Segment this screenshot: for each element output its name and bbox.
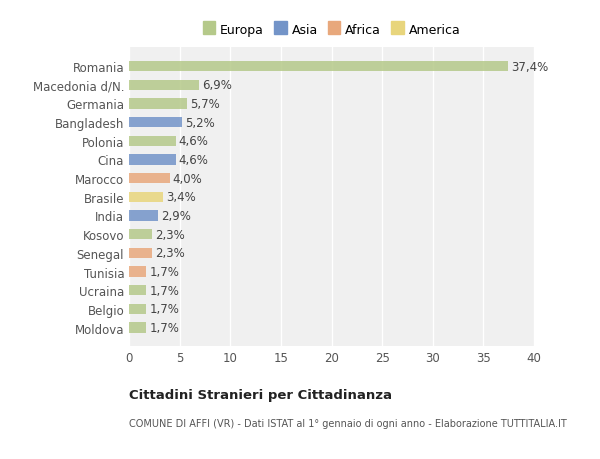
Text: 1,7%: 1,7%: [149, 321, 179, 334]
Bar: [129, 80, 199, 90]
Text: 5,7%: 5,7%: [190, 98, 220, 111]
Legend: Europa, Asia, Africa, America: Europa, Asia, Africa, America: [199, 20, 464, 40]
Bar: [129, 230, 152, 240]
Bar: [129, 136, 176, 146]
Bar: [129, 304, 146, 314]
Text: 6,9%: 6,9%: [202, 79, 232, 92]
Text: COMUNE DI AFFI (VR) - Dati ISTAT al 1° gennaio di ogni anno - Elaborazione TUTTI: COMUNE DI AFFI (VR) - Dati ISTAT al 1° g…: [129, 418, 567, 428]
Bar: [129, 118, 182, 128]
Text: 1,7%: 1,7%: [149, 284, 179, 297]
Bar: [129, 99, 187, 109]
Bar: [129, 267, 146, 277]
Bar: [129, 174, 170, 184]
Bar: [129, 155, 176, 165]
Text: Cittadini Stranieri per Cittadinanza: Cittadini Stranieri per Cittadinanza: [129, 388, 392, 401]
Text: 2,3%: 2,3%: [155, 247, 185, 260]
Text: 2,3%: 2,3%: [155, 228, 185, 241]
Text: 4,6%: 4,6%: [179, 154, 208, 167]
Text: 1,7%: 1,7%: [149, 265, 179, 279]
Text: 2,9%: 2,9%: [161, 209, 191, 223]
Bar: [129, 323, 146, 333]
Text: 37,4%: 37,4%: [511, 61, 548, 73]
Bar: [129, 211, 158, 221]
Bar: [129, 192, 163, 202]
Text: 4,6%: 4,6%: [179, 135, 208, 148]
Bar: [129, 62, 508, 72]
Text: 3,4%: 3,4%: [166, 191, 196, 204]
Bar: [129, 248, 152, 258]
Text: 1,7%: 1,7%: [149, 303, 179, 316]
Text: 5,2%: 5,2%: [185, 116, 214, 129]
Bar: [129, 285, 146, 296]
Text: 4,0%: 4,0%: [173, 172, 202, 185]
